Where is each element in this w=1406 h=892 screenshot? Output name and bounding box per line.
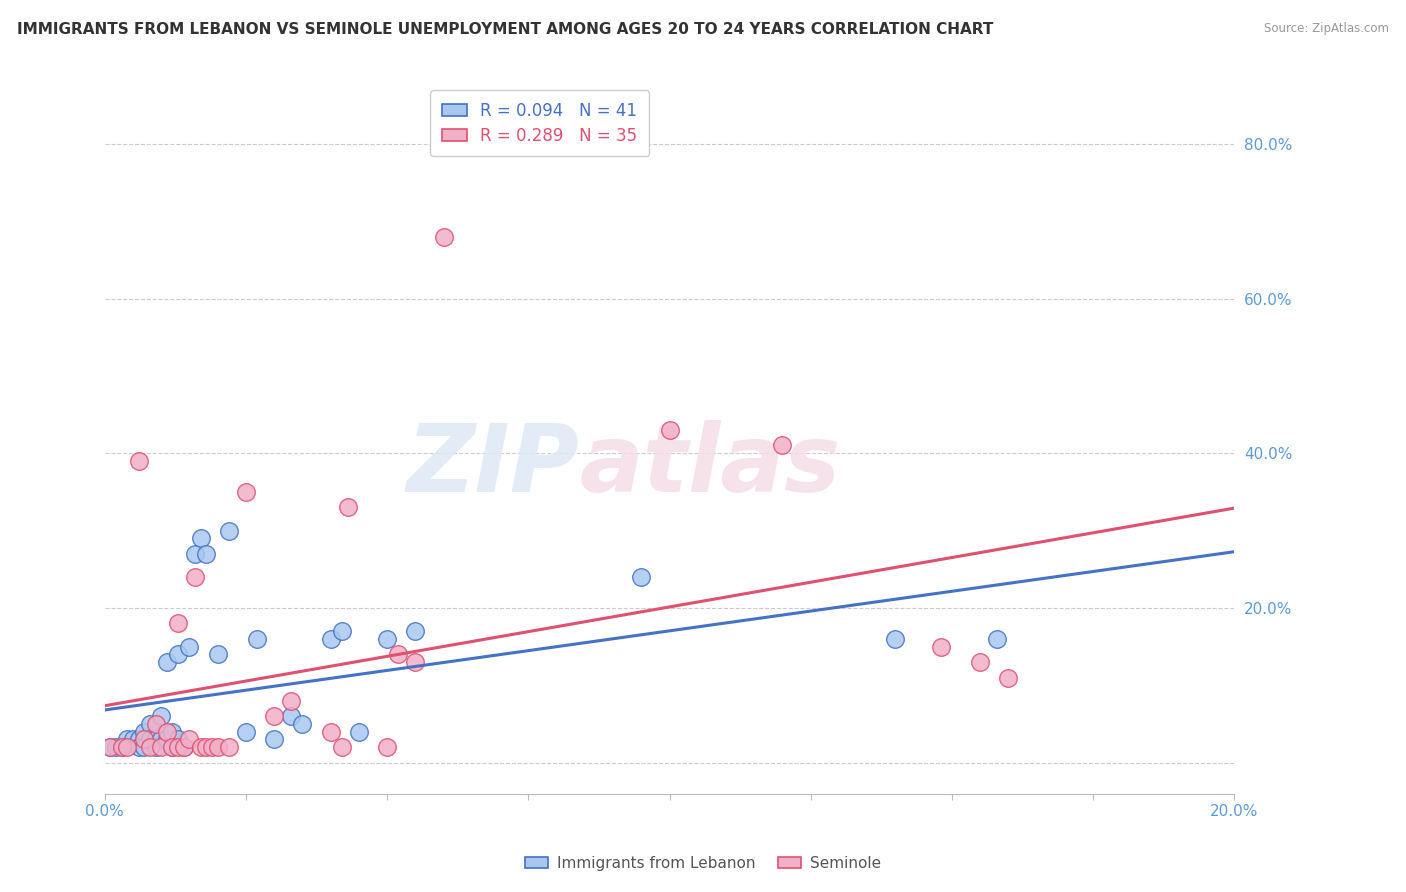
Point [280,694,302,708]
Point [190,740,212,755]
Point [104,740,127,755]
Point [150,732,173,747]
Point [218,524,240,538]
Point [404,655,426,669]
Point [162,724,184,739]
Point [167,648,190,662]
Point [179,640,201,654]
Point [98,740,121,755]
Point [167,616,190,631]
Point [179,732,201,747]
Point [375,632,398,646]
Point [404,624,426,639]
Point [658,423,681,437]
Point [139,732,162,747]
Point [986,632,1008,646]
Point [218,740,240,755]
Point [929,640,952,654]
Point [207,648,229,662]
Point [375,740,398,755]
Point [98,740,121,755]
Point [162,740,184,755]
Point [156,732,179,747]
Point [184,570,207,584]
Point [122,732,145,747]
Point [330,624,353,639]
Point [263,732,285,747]
Point [111,740,134,755]
Point [884,632,907,646]
Point [134,740,156,755]
Point [319,632,342,646]
Point [117,740,139,755]
Point [235,484,257,499]
Text: atlas: atlas [579,420,841,512]
Point [156,724,179,739]
Point [772,438,794,452]
Point [246,632,269,646]
Point [969,655,991,669]
Point [128,740,150,755]
Point [387,648,409,662]
Legend: Immigrants from Lebanon, Seminole: Immigrants from Lebanon, Seminole [519,850,887,877]
Text: ZIP: ZIP [406,420,579,512]
Point [139,740,162,755]
Point [117,732,139,747]
Point [150,740,173,755]
Point [235,724,257,739]
Text: IMMIGRANTS FROM LEBANON VS SEMINOLE UNEMPLOYMENT AMONG AGES 20 TO 24 YEARS CORRE: IMMIGRANTS FROM LEBANON VS SEMINOLE UNEM… [17,22,993,37]
Point [630,570,652,584]
Point [330,740,353,755]
Point [145,740,167,755]
Point [167,740,190,755]
Point [139,717,162,731]
Point [190,531,212,545]
Point [173,740,195,755]
Point [111,740,134,755]
Point [280,709,302,723]
Point [184,547,207,561]
Point [291,717,314,731]
Point [156,655,179,669]
Point [336,500,359,515]
Point [195,740,218,755]
Point [207,740,229,755]
Point [347,724,370,739]
Point [128,732,150,747]
Point [145,732,167,747]
Point [201,740,224,755]
Point [319,724,342,739]
Point [195,547,218,561]
Text: Source: ZipAtlas.com: Source: ZipAtlas.com [1264,22,1389,36]
Legend: R = 0.094   N = 41, R = 0.289   N = 35: R = 0.094 N = 41, R = 0.289 N = 35 [430,90,650,156]
Point [162,740,184,755]
Point [432,229,454,244]
Point [134,732,156,747]
Point [150,709,173,723]
Point [263,709,285,723]
Point [997,671,1019,685]
Point [134,724,156,739]
Point [173,740,195,755]
Point [128,454,150,468]
Point [167,732,190,747]
Point [145,717,167,731]
